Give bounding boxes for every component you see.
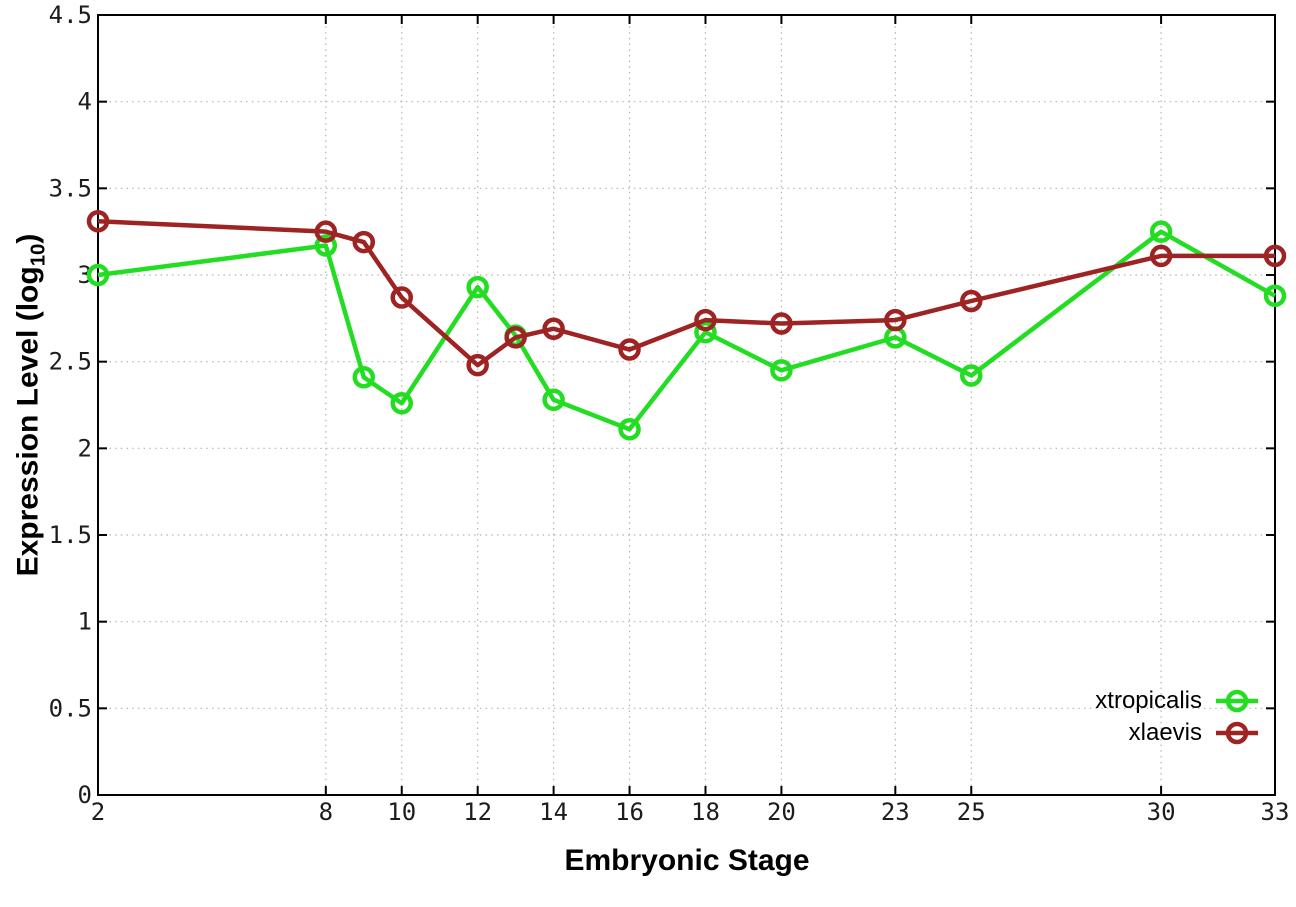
x-tick-label: 20	[767, 798, 796, 826]
data-point-xlaevis-stage-8	[314, 220, 338, 243]
y-tick-label: 4	[78, 88, 92, 116]
y-axis-label-text: Expression Level (log	[11, 266, 45, 577]
data-point-xlaevis-stage-2	[86, 210, 110, 233]
legend-item-xtropicalis: xtropicalis	[1095, 685, 1260, 717]
x-tick-label: 2	[91, 798, 105, 826]
y-tick-label: 1.5	[49, 521, 92, 549]
x-tick-label: 33	[1261, 798, 1290, 826]
x-axis-label: Embryonic Stage	[564, 844, 810, 877]
data-point-xlaevis-stage-9	[352, 230, 376, 254]
x-tick-label: 25	[957, 798, 986, 826]
legend-item-xlaevis: xlaevis	[1129, 717, 1260, 749]
data-point-xtropicalis-stage-12	[466, 275, 489, 299]
legend-marker-xlaevis	[1216, 721, 1258, 745]
legend-label-xlaevis: xlaevis	[1128, 719, 1202, 746]
data-point-xtropicalis-stage-33	[1263, 284, 1287, 308]
legend: xtropicalis xlaevis	[1095, 685, 1260, 749]
data-point-xlaevis-stage-33	[1263, 244, 1287, 268]
data-point-xlaevis-stage-23	[884, 308, 907, 332]
y-axis-label: Expression Level (log10)	[12, 234, 51, 577]
data-point-xtropicalis-stage-25	[960, 364, 983, 387]
x-tick-label: 10	[387, 798, 416, 826]
legend-marker-xtropicalis	[1216, 689, 1258, 713]
x-tick-label: 18	[691, 798, 720, 826]
y-tick-label: 2	[78, 434, 92, 462]
plot-border	[97, 14, 1276, 796]
data-point-xtropicalis-stage-9	[352, 366, 376, 389]
data-point-xlaevis-stage-10	[390, 286, 413, 309]
legend-label-xtropicalis: xtropicalis	[1095, 687, 1202, 714]
series-line-xlaevis	[97, 219, 1275, 368]
data-point-xlaevis-stage-12	[466, 353, 489, 377]
data-point-xlaevis-stage-25	[960, 289, 983, 313]
x-tick-label: 16	[615, 798, 644, 826]
data-point-xlaevis-stage-13	[504, 326, 527, 349]
x-tick-label: 14	[539, 798, 568, 826]
data-point-xtropicalis-stage-16	[618, 418, 641, 441]
y-axis-label-close: )	[11, 233, 45, 244]
data-point-xtropicalis-stage-8	[314, 234, 338, 257]
y-tick-label: 4.5	[49, 1, 92, 29]
data-point-xlaevis-stage-16	[618, 338, 641, 361]
y-tick-label: 2.5	[49, 348, 92, 376]
x-tick-label: 12	[463, 798, 492, 826]
x-tick-label: 8	[319, 798, 333, 826]
y-tick-label: 3.5	[49, 174, 92, 202]
data-point-xlaevis-stage-14	[542, 317, 565, 340]
data-point-xlaevis-stage-30	[1149, 244, 1173, 268]
y-tick-label: 1	[78, 608, 92, 636]
series-line-xtropicalis	[97, 229, 1277, 432]
data-point-xtropicalis-stage-18	[694, 320, 717, 344]
x-tick-label: 23	[881, 798, 910, 826]
data-point-xlaevis-stage-18	[694, 308, 717, 332]
y-tick-label: 0	[78, 781, 92, 809]
y-tick-label: 0.5	[49, 694, 92, 722]
data-point-xtropicalis-stage-10	[390, 392, 413, 415]
data-point-xtropicalis-stage-30	[1149, 220, 1173, 243]
data-point-xlaevis-stage-20	[770, 312, 793, 335]
data-point-xtropicalis-stage-20	[770, 359, 793, 382]
data-point-xtropicalis-stage-14	[542, 388, 565, 412]
data-point-xtropicalis-stage-2	[86, 263, 110, 287]
y-axis-label-subscript: 10	[27, 243, 50, 267]
x-tick-label: 30	[1147, 798, 1176, 826]
y-tick-label: 3	[78, 261, 92, 289]
